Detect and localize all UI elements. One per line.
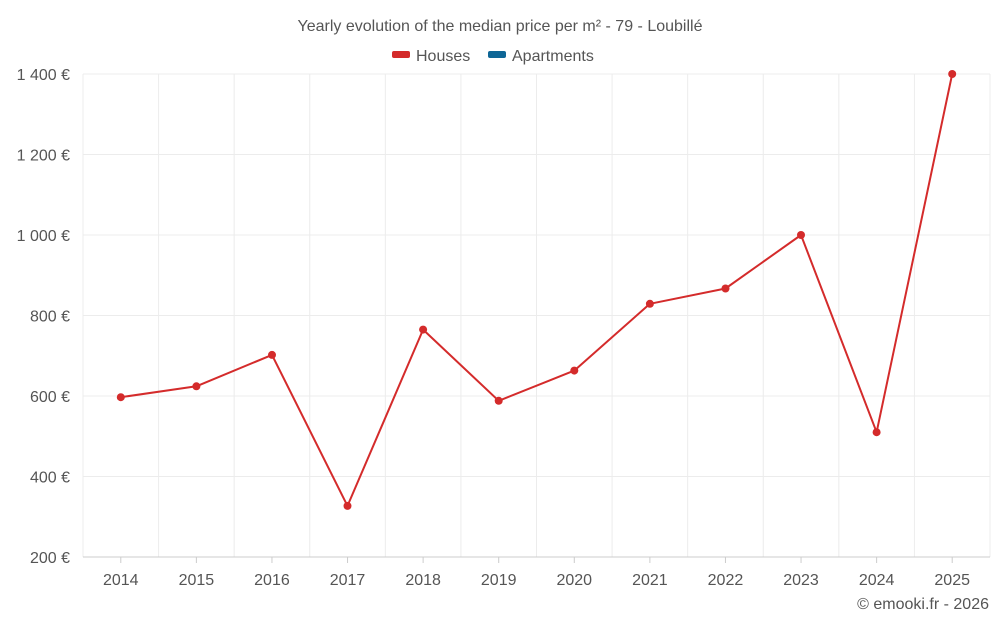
data-point-houses[interactable] — [721, 284, 730, 293]
chart-title: Yearly evolution of the median price per… — [298, 18, 703, 35]
y-tick-label: 200 € — [30, 550, 70, 567]
x-tick-label: 2017 — [330, 572, 366, 589]
x-tick-label: 2016 — [254, 572, 290, 589]
legend-item-houses[interactable]: Houses — [392, 48, 470, 65]
x-tick-label: 2025 — [934, 572, 970, 589]
y-tick-label: 1 000 € — [17, 228, 70, 245]
legend-label-houses: Houses — [416, 48, 470, 65]
data-point-houses[interactable] — [419, 325, 428, 334]
y-tick-label: 600 € — [30, 389, 70, 406]
x-tick-label: 2023 — [783, 572, 819, 589]
data-point-houses[interactable] — [570, 366, 579, 375]
data-point-houses[interactable] — [116, 393, 125, 402]
data-point-houses[interactable] — [494, 396, 503, 405]
legend-item-apartments[interactable]: Apartments — [488, 48, 594, 65]
y-tick-label: 800 € — [30, 309, 70, 326]
x-tick-label: 2022 — [708, 572, 744, 589]
legend-label-apartments: Apartments — [512, 48, 594, 65]
legend: Houses Apartments — [392, 48, 594, 65]
x-tick-label: 2015 — [179, 572, 215, 589]
y-tick-label: 1 200 € — [17, 148, 70, 165]
grid — [82, 73, 991, 558]
series-line-houses — [120, 73, 954, 507]
data-point-houses[interactable] — [797, 231, 805, 239]
x-tick-label: 2024 — [859, 572, 895, 589]
data-point-houses[interactable] — [268, 350, 276, 359]
legend-swatch-houses — [392, 51, 410, 58]
credit-text: © emooki.fr - 2026 — [857, 596, 989, 613]
data-point-houses[interactable] — [192, 382, 201, 391]
series-layer — [116, 70, 957, 510]
data-point-houses[interactable] — [645, 299, 654, 308]
x-tick-label: 2014 — [103, 572, 139, 589]
x-tick-label: 2019 — [481, 572, 517, 589]
axes: 200 € 400 € 600 € 800 € 1 000 € 1 200 € 1 400 … — [17, 67, 990, 589]
y-tick-label: 400 € — [30, 470, 70, 487]
x-tick-label: 2021 — [632, 572, 668, 589]
data-point-houses[interactable] — [872, 428, 881, 437]
data-point-houses[interactable] — [948, 70, 957, 78]
x-tick-label: 2020 — [556, 572, 592, 589]
x-tick-label: 2018 — [405, 572, 441, 589]
y-tick-label: 1 400 € — [17, 67, 70, 84]
data-point-houses[interactable] — [343, 501, 352, 510]
legend-swatch-apartments — [488, 51, 506, 58]
